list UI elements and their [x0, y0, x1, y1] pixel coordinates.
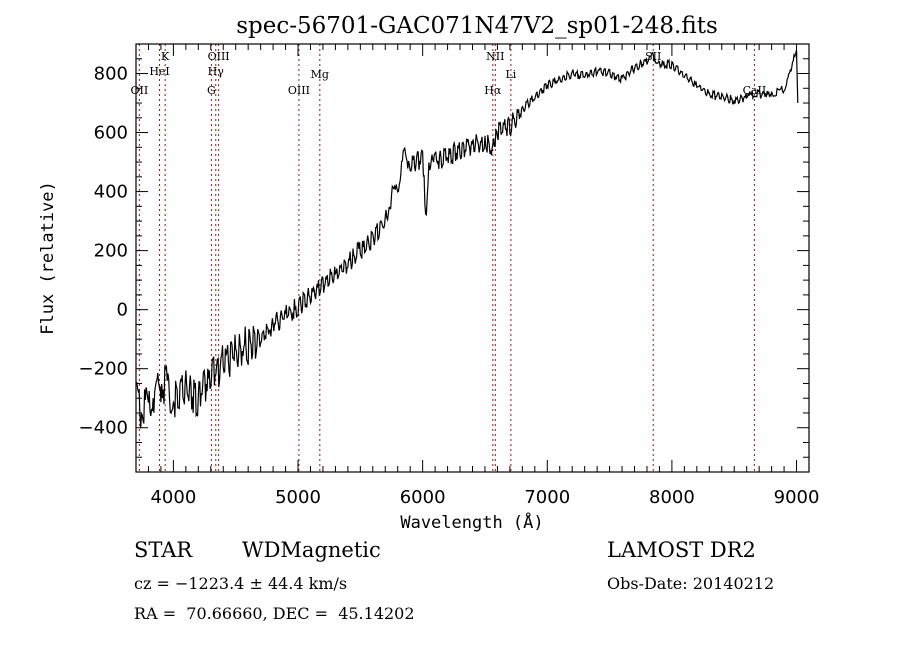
- emission-line-label: K: [161, 50, 170, 63]
- y-tick-label: 200: [94, 241, 128, 262]
- emission-line-label: Hα: [484, 84, 502, 97]
- obs-date: Obs-Date: 20140212: [607, 574, 775, 593]
- y-tick-label: 400: [94, 182, 128, 203]
- x-tick-label: 9000: [774, 487, 820, 508]
- emission-line-label: Li: [505, 68, 516, 81]
- x-tick-label: 8000: [649, 487, 695, 508]
- x-axis-ticks: 4000 5000 6000 7000 8000 9000: [147, 44, 820, 508]
- object-subclass: WDMagnetic: [242, 538, 381, 562]
- y-tick-label: −400: [79, 418, 128, 439]
- plot-frame: [135, 43, 810, 473]
- x-axis-label: Wavelength (Å): [400, 511, 543, 533]
- redshift-readout: cz = −1223.4 ± 44.4 km/s: [134, 574, 348, 593]
- emission-line-label: Hγ: [208, 65, 225, 78]
- y-tick-label: 0: [117, 300, 128, 321]
- object-class: STAR: [134, 538, 193, 562]
- y-tick-label: 800: [94, 64, 128, 85]
- series-line-flux: [135, 49, 799, 429]
- emission-line-label: G: [207, 84, 216, 97]
- chart-title: spec-56701-GAC071N47V2_sp01-248.fits: [236, 13, 718, 39]
- survey-name: LAMOST DR2: [607, 538, 756, 562]
- emission-line-label: OII: [131, 84, 149, 97]
- emission-line-label: HeI: [149, 65, 169, 78]
- x-tick-label: 5000: [275, 487, 321, 508]
- x-tick-label: 4000: [150, 487, 196, 508]
- y-tick-label: −200: [79, 359, 128, 380]
- y-axis-ticks: −400 −200 0 200 400 600 800: [79, 43, 809, 458]
- emission-line-label: OIII: [208, 50, 230, 63]
- x-tick-label: 6000: [400, 487, 446, 508]
- series-group: [135, 49, 799, 429]
- x-tick-label: 7000: [524, 487, 570, 508]
- y-tick-label: 600: [94, 123, 128, 144]
- y-axis-label: Flux (relative): [38, 181, 58, 335]
- coordinates: RA = 70.66660, DEC = 45.14202: [134, 604, 415, 623]
- emission-line-label: OIII: [288, 84, 310, 97]
- emission-line-label: Mg: [311, 68, 329, 81]
- emission-line-label: NII: [486, 50, 504, 63]
